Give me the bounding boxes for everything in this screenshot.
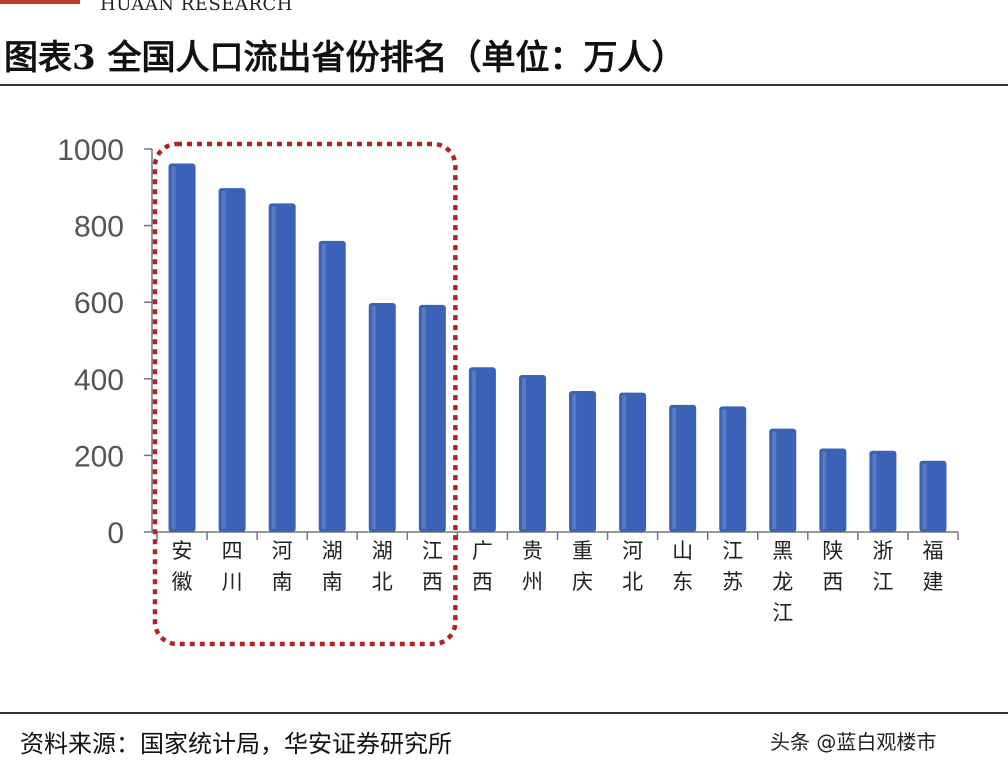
bar-highlight (221, 191, 226, 530)
bar-highlight (872, 453, 877, 529)
x-category-label: 重庆 (572, 539, 593, 594)
bar-highlight (471, 370, 476, 529)
bar (769, 428, 797, 532)
bar (418, 304, 446, 532)
bar (218, 188, 246, 533)
x-category-label: 安徽 (172, 539, 193, 594)
x-category-label: 四川 (222, 539, 243, 594)
source-note: 资料来源：国家统计局，华安证券研究所 (20, 730, 452, 758)
x-category-label: 黑龙江 (772, 539, 793, 625)
y-tick-label: 1000 (57, 134, 124, 167)
bar (919, 460, 947, 532)
x-category-label: 陕西 (822, 539, 843, 594)
bar-highlight (421, 307, 426, 529)
bar-highlight (822, 451, 827, 529)
header-accent-bar (0, 0, 80, 4)
y-tick-label: 400 (74, 364, 124, 397)
bar (518, 374, 546, 532)
bar (368, 302, 396, 532)
bar-highlight (521, 377, 526, 529)
x-category-label: 河北 (622, 539, 643, 594)
y-tick-label: 600 (74, 287, 124, 320)
x-category-label: 江西 (422, 539, 443, 594)
y-tick-label: 800 (74, 211, 124, 244)
bar-highlight (772, 431, 777, 529)
x-category-label: 江苏 (722, 539, 743, 594)
y-tick-label: 0 (107, 517, 124, 550)
bar (168, 163, 196, 532)
bar (468, 367, 496, 532)
x-category-label: 山东 (672, 539, 693, 594)
bar-highlight (672, 407, 677, 529)
bar-highlight (922, 463, 927, 529)
bar-highlight (321, 243, 326, 530)
bar-highlight (572, 394, 577, 529)
footer-divider (0, 712, 1008, 714)
watermark: 头条 @蓝白观楼市 (770, 730, 937, 754)
bar-highlight (371, 305, 376, 529)
chart-title: 图表3 全国人口流出省份排名（单位：万人） (4, 38, 686, 78)
x-category-label: 浙江 (872, 539, 893, 594)
bar-highlight (722, 409, 727, 529)
bar (819, 448, 847, 532)
bar (569, 391, 597, 532)
bar (719, 406, 747, 532)
bar-highlight (622, 395, 627, 529)
bar (619, 392, 647, 532)
x-category-label: 贵州 (522, 539, 543, 594)
x-category-label: 福建 (922, 539, 943, 594)
bar-highlight (171, 166, 176, 529)
bar (869, 450, 897, 532)
bar-highlight (271, 206, 276, 530)
bar-chart: 0 200 400 600 800 1000 安徽四川河南湖南湖北江西广西贵州重庆河北山东江… (57, 134, 959, 647)
x-category-label: 湖南 (322, 539, 343, 594)
bar (268, 203, 296, 533)
x-category-label: 河南 (272, 539, 293, 594)
title-divider (0, 84, 1008, 86)
bar (669, 404, 697, 532)
y-tick-label: 200 (74, 440, 124, 473)
highlight-box (152, 141, 458, 647)
x-category-label: 广西 (472, 539, 493, 594)
bar (318, 240, 346, 533)
x-category-label: 湖北 (372, 539, 393, 594)
header-brand: HUAAN RESEARCH (100, 0, 293, 15)
